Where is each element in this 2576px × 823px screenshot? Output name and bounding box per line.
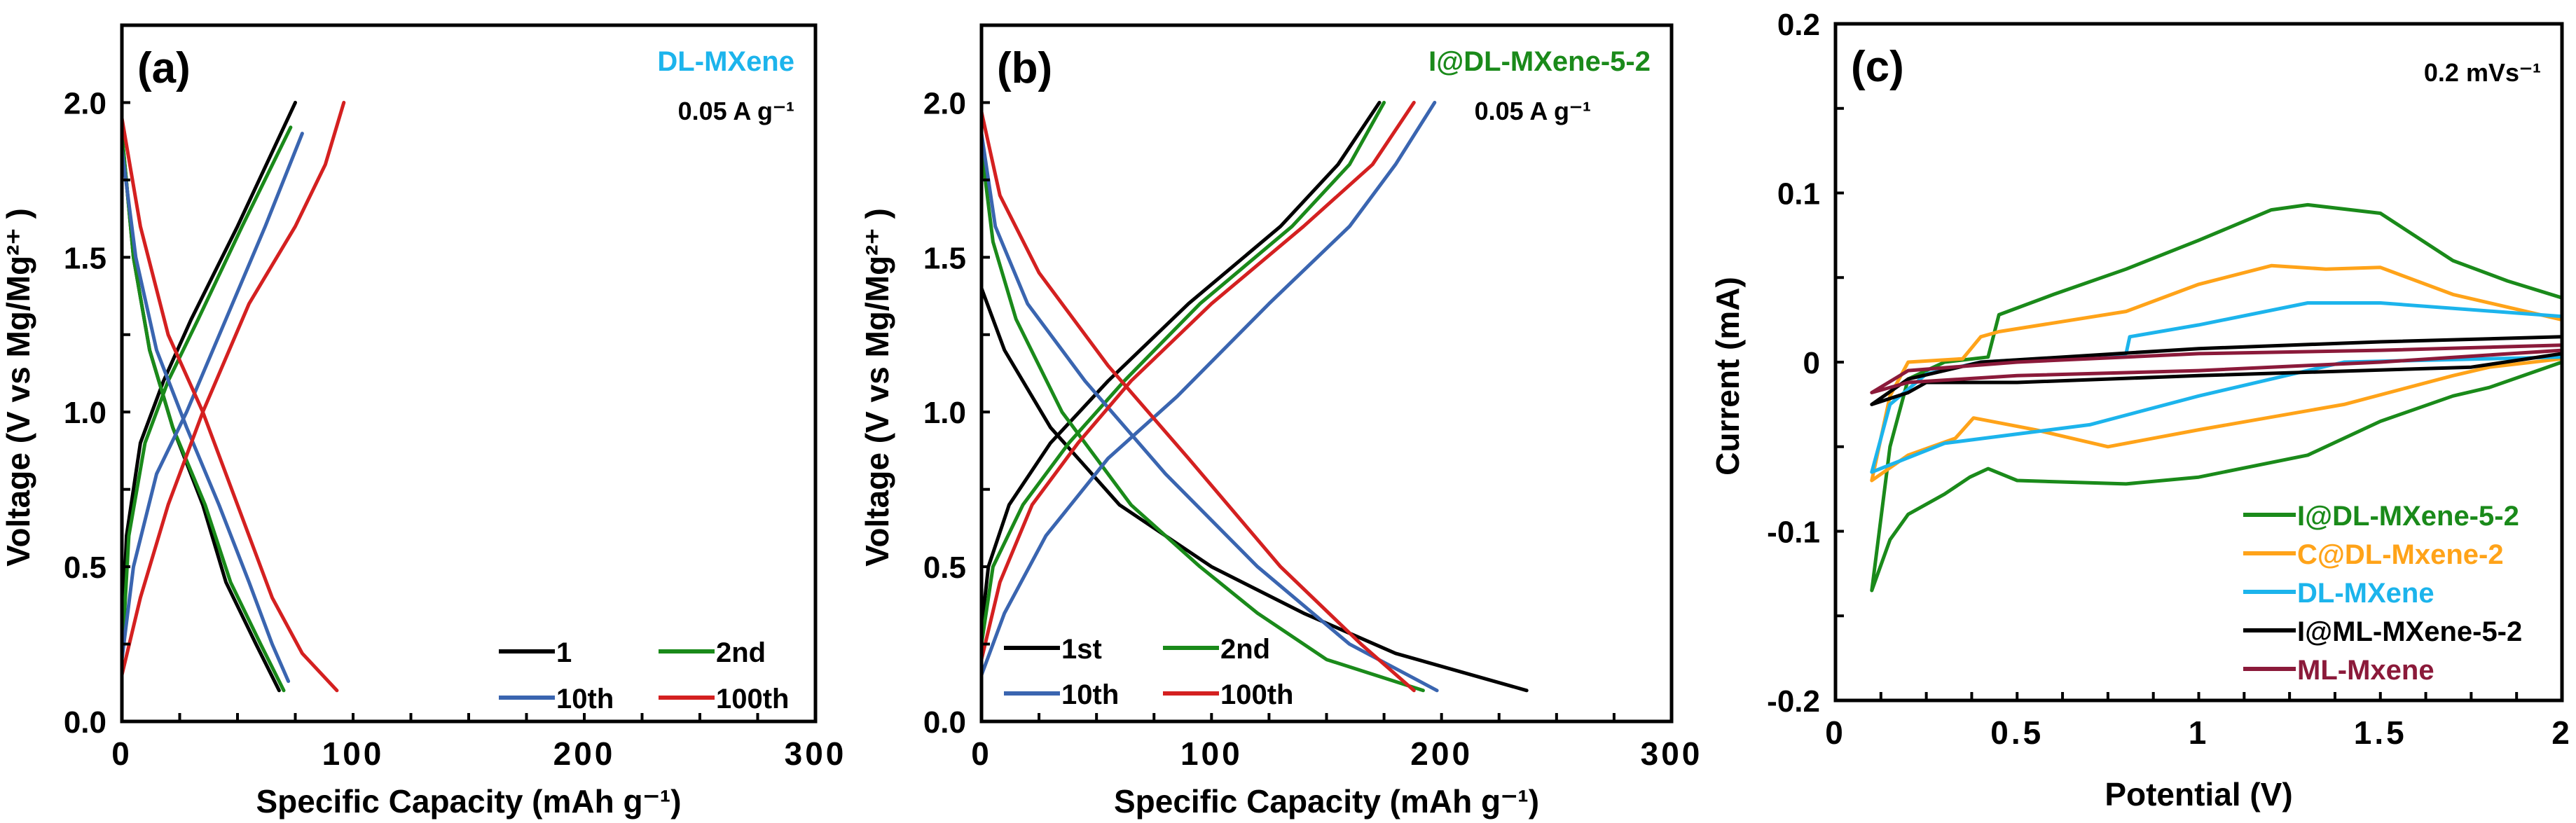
- y-tick-label: 0.0: [923, 705, 966, 740]
- panel-label: (b): [997, 44, 1052, 92]
- series-discharge-curve: [979, 132, 1439, 693]
- series-charge-curve: [979, 100, 1437, 677]
- condition-annotation: 0.05 A g⁻¹: [1475, 97, 1591, 125]
- x-tick-label: 100: [1180, 735, 1243, 772]
- legend-label: DL-MXene: [2297, 578, 2434, 609]
- panel-b: 0 100 200 300 0.0 0.5 1.0 1.5 2.0 Specific Capaci…: [859, 23, 1703, 819]
- y-tick-label: 0.5: [923, 551, 966, 585]
- panel-label: (c): [1851, 43, 1904, 91]
- x-axis-title: Specific Capacity (mAh g⁻¹): [256, 783, 681, 819]
- y-tick-label: 0.0: [64, 705, 106, 740]
- x-tick-label: 0.5: [1990, 714, 2044, 751]
- x-tick-label: 100: [322, 735, 385, 772]
- legend-label: 10th: [556, 684, 614, 714]
- y-axis-title: Voltage (V vs Mg/Mg²⁺ ): [0, 208, 36, 567]
- x-tick-label: 1: [2189, 714, 2210, 751]
- series-charge-curve: [979, 100, 1382, 630]
- series-discharge-curve: [120, 116, 339, 693]
- legend-entry: 100th: [659, 684, 790, 714]
- legend-label: 100th: [1220, 679, 1294, 710]
- legend-entry: DL-MXene: [2243, 578, 2434, 609]
- y-axis-title: Current (mA): [1709, 277, 1746, 476]
- panel-title: DL-MXene: [657, 46, 794, 77]
- legend-entry: 1: [499, 637, 572, 668]
- legend-label: ML-Mxene: [2297, 655, 2434, 686]
- legend-entry: 10th: [1004, 679, 1119, 710]
- panel-title: I@DL-MXene-5-2: [1428, 46, 1651, 77]
- legend-label: I@ML-MXene-5-2: [2297, 616, 2522, 647]
- y-axis-title: Voltage (V vs Mg/Mg²⁺ ): [859, 208, 895, 567]
- series-charge-curve: [120, 100, 346, 677]
- y-tick-label: 0: [1803, 346, 1820, 380]
- series-discharge-curve: [979, 147, 1425, 693]
- y-tick-label: 0.2: [1777, 8, 1820, 42]
- legend-entry: 100th: [1163, 679, 1294, 710]
- x-tick-label: 200: [1410, 735, 1473, 772]
- panel-label: (a): [137, 44, 191, 92]
- y-tick-label: -0.2: [1767, 684, 1820, 719]
- legend-entry: 10th: [499, 684, 614, 714]
- x-tick-label: 0: [971, 735, 992, 772]
- x-tick-label: 2: [2551, 714, 2572, 751]
- y-tick-label: 1.0: [64, 396, 106, 430]
- x-tick-label: 1.5: [2354, 714, 2407, 751]
- condition-annotation: 0.2 mVs⁻¹: [2424, 58, 2541, 87]
- series-discharge-curve: [120, 147, 291, 684]
- series-discharge-curve: [979, 286, 1529, 693]
- legend-entry: 2nd: [1163, 634, 1270, 665]
- legend-entry: 2nd: [659, 637, 766, 668]
- series-loop-curve: [1870, 301, 2564, 474]
- x-tick-label: 0: [111, 735, 132, 772]
- y-tick-label: 2.0: [923, 86, 966, 120]
- series-charge-curve: [979, 100, 1386, 646]
- legend-entry: I@DL-MXene-5-2: [2243, 501, 2519, 532]
- x-tick-label: 300: [1641, 735, 1703, 772]
- legend-label: 1: [556, 637, 572, 668]
- series-loop-curve: [1870, 263, 2564, 483]
- x-tick-label: 300: [785, 735, 847, 772]
- legend-label: 10th: [1061, 679, 1119, 710]
- y-tick-label: 1.5: [923, 241, 966, 275]
- x-axis-title: Potential (V): [2105, 776, 2292, 812]
- series-charge-curve: [120, 100, 297, 646]
- y-tick-label: 2.0: [64, 86, 106, 120]
- y-tick-label: -0.1: [1767, 516, 1820, 550]
- y-tick-label: 1.5: [64, 241, 106, 275]
- legend-label: 2nd: [716, 637, 766, 668]
- series-discharge-curve: [120, 132, 281, 693]
- x-tick-label: 0: [1825, 714, 1846, 751]
- legend-entry: ML-Mxene: [2243, 655, 2434, 686]
- series-discharge-curve: [979, 110, 1416, 693]
- legend-label: C@DL-Mxene-2: [2297, 539, 2504, 570]
- legend-entry: I@ML-MXene-5-2: [2243, 616, 2522, 647]
- legend-label: 1st: [1061, 634, 1102, 665]
- x-tick-label: 200: [553, 735, 616, 772]
- plot-frame: [120, 23, 818, 724]
- y-tick-label: 0.5: [64, 551, 106, 585]
- series-loop-curve: [1870, 202, 2564, 593]
- legend-label: I@DL-MXene-5-2: [2297, 501, 2519, 532]
- legend-label: 2nd: [1220, 634, 1270, 665]
- legend-entry: C@DL-Mxene-2: [2243, 539, 2504, 570]
- panel-a: 0 100 200 300 0.0 0.5 1.0 1.5 2.0 Specific Capaci…: [0, 23, 847, 819]
- plot-frame: [979, 23, 1674, 724]
- condition-annotation: 0.05 A g⁻¹: [678, 97, 794, 125]
- legend-entry: 1st: [1004, 634, 1102, 665]
- x-axis-title: Specific Capacity (mAh g⁻¹): [1114, 783, 1539, 819]
- series-discharge-curve: [120, 132, 286, 693]
- series-charge-curve: [120, 132, 304, 662]
- y-tick-label: 1.0: [923, 396, 966, 430]
- y-tick-label: 0.1: [1777, 177, 1820, 212]
- legend-label: 100th: [716, 684, 790, 714]
- series-charge-curve: [979, 100, 1416, 662]
- panel-c: 0 0.5 1 1.5 2 -0.2 -0.1 0 0.1 0.2 Potential (V) Cur…: [1709, 8, 2572, 812]
